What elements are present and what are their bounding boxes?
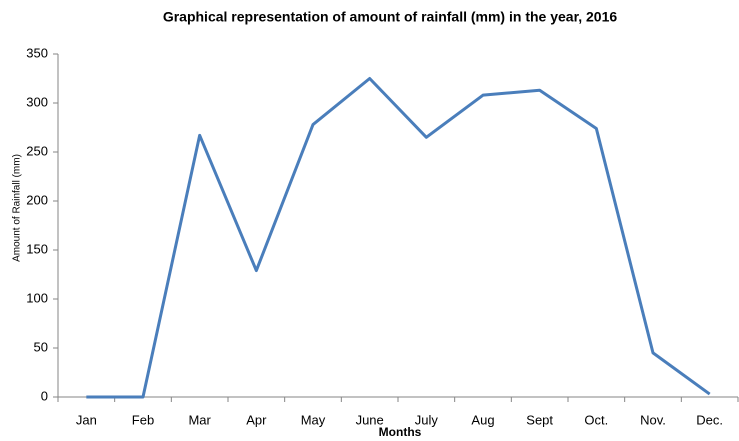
x-tick-label: Dec.: [696, 412, 723, 427]
x-tick-label: Mar: [188, 412, 211, 427]
x-tick-label: Feb: [132, 412, 154, 427]
y-tick-label: 200: [26, 192, 48, 207]
y-axis-label: Amount of Rainfall (mm): [12, 154, 23, 262]
x-tick-label: Oct.: [584, 412, 608, 427]
y-tick-label: 150: [26, 241, 48, 256]
data-line: [86, 77, 711, 399]
x-tick-label: May: [301, 412, 326, 427]
x-tick-label: Sept: [526, 412, 553, 427]
x-tick-label: Apr: [246, 412, 267, 427]
x-tick-label: Aug: [471, 412, 494, 427]
y-tick-label: 50: [34, 339, 48, 354]
y-tick-label: 0: [41, 388, 48, 403]
y-tick-label: 250: [26, 143, 48, 158]
y-tick-label: 100: [26, 290, 48, 305]
chart-title: Graphical representation of amount of ra…: [163, 9, 618, 25]
x-axis-label: Months: [379, 425, 422, 439]
y-tick-label: 300: [26, 94, 48, 109]
x-tick-label: Nov.: [640, 412, 666, 427]
x-tick-label: Jan: [76, 412, 97, 427]
y-tick-label: 350: [26, 45, 48, 60]
x-tick-label: June: [356, 412, 384, 427]
x-tick-label: July: [415, 412, 439, 427]
